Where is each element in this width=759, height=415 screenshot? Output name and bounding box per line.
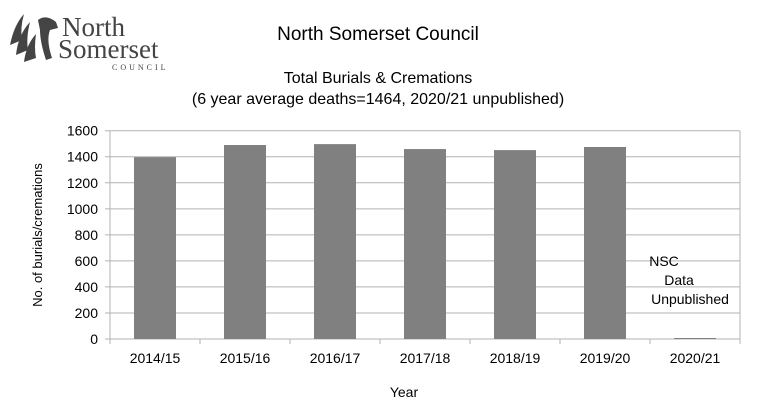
logo-line1: North bbox=[62, 12, 125, 42]
x-axis: 2014/15 2015/16 2016/17 2017/18 2018/19 2019/… bbox=[130, 350, 721, 366]
x-tick-label: 2017/18 bbox=[400, 350, 451, 366]
x-tick-label: 2014/15 bbox=[130, 350, 181, 366]
y-axis: 0 200 400 600 800 1000 1200 1400 1600 bbox=[67, 123, 98, 347]
y-axis-label: No. of burials/cremations bbox=[30, 163, 45, 307]
y-tick-label: 400 bbox=[75, 279, 99, 295]
bar bbox=[134, 157, 176, 339]
logo-line2: Somerset bbox=[58, 34, 159, 64]
annotation: NSC Data Unpublished bbox=[649, 253, 729, 307]
logo: North Somerset COUNCIL bbox=[10, 12, 169, 72]
y-tick-label: 1400 bbox=[67, 149, 98, 165]
x-tick-label: 2015/16 bbox=[220, 350, 271, 366]
x-tick-label: 2020/21 bbox=[670, 350, 721, 366]
x-tick-label: 2019/20 bbox=[580, 350, 631, 366]
y-tick-label: 1600 bbox=[67, 123, 98, 139]
bars bbox=[134, 144, 716, 339]
y-tick-label: 1200 bbox=[67, 175, 98, 191]
bar bbox=[404, 149, 446, 339]
y-tick-label: 600 bbox=[75, 253, 99, 269]
page-title: North Somerset Council bbox=[277, 24, 479, 45]
annotation-line: Data bbox=[664, 272, 694, 288]
chart-title: Total Burials & Cremations bbox=[284, 70, 473, 87]
chart-subtitle: (6 year average deaths=1464, 2020/21 unp… bbox=[192, 91, 564, 108]
x-tick-label: 2018/19 bbox=[490, 350, 541, 366]
logo-line3: COUNCIL bbox=[112, 63, 169, 72]
y-tick-label: 800 bbox=[75, 227, 99, 243]
bar bbox=[314, 144, 356, 339]
x-axis-label: Year bbox=[390, 384, 419, 400]
bar bbox=[224, 145, 266, 339]
bar bbox=[584, 146, 626, 339]
griffin-icon bbox=[10, 14, 58, 62]
bar bbox=[674, 338, 716, 339]
bar bbox=[494, 150, 536, 339]
y-tick-label: 0 bbox=[90, 331, 98, 347]
annotation-line: Unpublished bbox=[651, 291, 729, 307]
x-tick-label: 2016/17 bbox=[310, 350, 361, 366]
y-tick-label: 200 bbox=[75, 305, 99, 321]
annotation-line: NSC bbox=[649, 253, 679, 269]
y-tick-label: 1000 bbox=[67, 201, 98, 217]
